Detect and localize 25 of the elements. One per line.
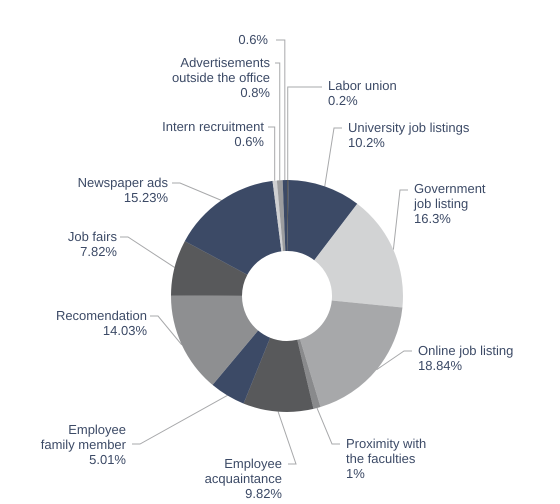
data-label: 5.01%: [89, 452, 126, 467]
slice-label: Labor union: [328, 78, 397, 93]
slice-label: Proximity with the faculties: [346, 436, 426, 466]
slice-label: Employee family member: [40, 422, 127, 452]
slice-label: Newspaper ads: [78, 175, 168, 190]
data-label: 1%: [346, 466, 366, 481]
data-label: 0.2%: [328, 93, 358, 108]
slice-label: Government job listing: [413, 181, 486, 211]
data-label: 9.82%: [245, 486, 282, 501]
slice-label: Advertisements outside the office: [172, 55, 270, 85]
data-label: 0.6%: [238, 32, 268, 47]
slice-label: Job fairs: [68, 229, 118, 244]
slice-label: Recomendation: [56, 308, 147, 323]
data-label: 0.8%: [240, 85, 270, 100]
slice-label: University job listings: [348, 120, 470, 135]
data-label: 15.23%: [124, 190, 168, 205]
data-label: 10.2%: [348, 135, 386, 150]
data-label: 16.3%: [414, 211, 452, 226]
data-label: 0.6%: [234, 134, 264, 149]
slice-label: Intern recruitment: [162, 119, 264, 134]
data-label: 14.03%: [102, 323, 148, 338]
data-label: 7.82%: [80, 244, 118, 259]
slice-label: Online job listing: [418, 343, 514, 358]
slice-label: Employee acquaintance: [204, 456, 282, 486]
data-label: 18.84%: [418, 358, 463, 373]
